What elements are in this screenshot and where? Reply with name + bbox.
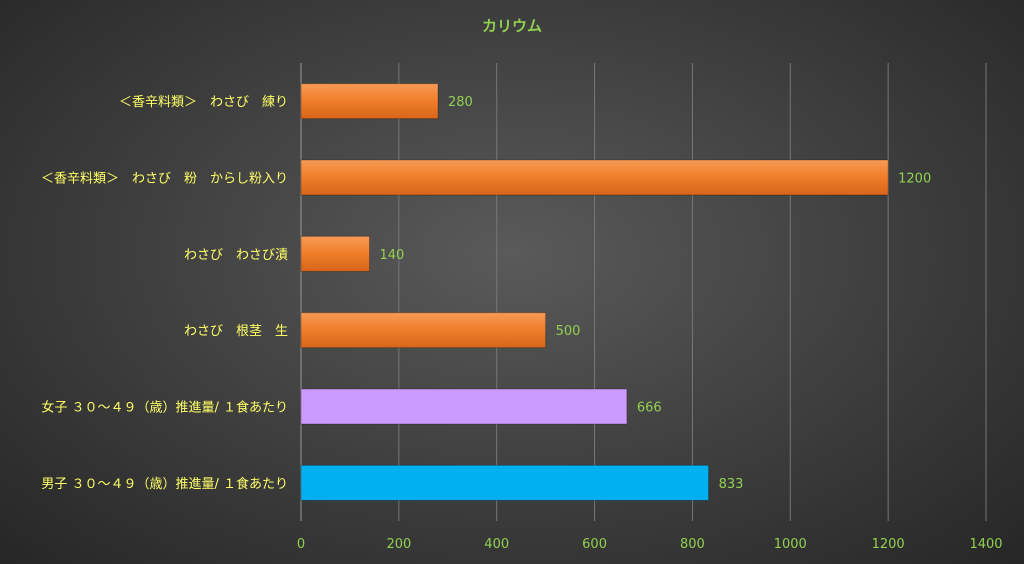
- data-label: 666: [637, 401, 662, 416]
- bar: [300, 464, 710, 501]
- data-label: 140: [380, 248, 405, 263]
- category-label: 男子 ３０～４９（歳）推進量/ １食あたり: [41, 476, 288, 492]
- bar: [300, 83, 439, 120]
- data-label: 1200: [898, 172, 931, 187]
- bar: [300, 388, 628, 425]
- data-label: 833: [719, 477, 744, 492]
- x-tick-label: 800: [680, 537, 705, 552]
- x-tick-label: 1000: [774, 537, 807, 552]
- bar: [300, 235, 370, 272]
- x-tick-label: 200: [386, 537, 411, 552]
- category-label: ＜香辛料類＞ わさび 粉 からし粉入り: [41, 172, 288, 187]
- x-tick-label: 0: [297, 537, 305, 552]
- category-label: わさび わさび漬: [184, 248, 288, 263]
- bar: [300, 312, 547, 349]
- x-tick-label: 1400: [969, 537, 1002, 552]
- data-label: 500: [556, 324, 581, 339]
- x-tick-label: 1200: [872, 537, 905, 552]
- category-label: わさび 根茎 生: [184, 324, 288, 339]
- chart-title: カリウム: [482, 17, 542, 35]
- labels: 0 200 400 600 800 1000 1200 1400 280 ＜香辛料類＞ わさび 練…: [41, 95, 1003, 552]
- data-label: 280: [448, 95, 473, 110]
- bars: [300, 83, 889, 501]
- category-label: 女子 ３０～４９（歳）推進量/ １食あたり: [41, 400, 288, 416]
- bar: [300, 159, 889, 196]
- gridlines: [300, 63, 987, 521]
- category-label: ＜香辛料類＞ わさび 練り: [119, 95, 288, 110]
- x-tick-label: 600: [582, 537, 607, 552]
- x-tick-label: 400: [484, 537, 509, 552]
